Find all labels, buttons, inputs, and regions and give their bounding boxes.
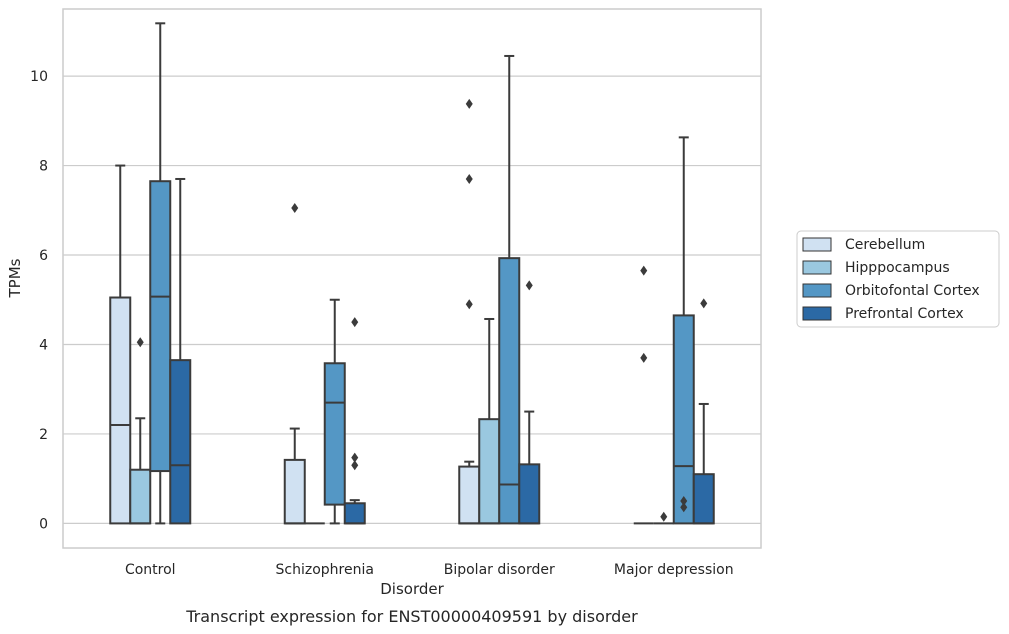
outlier-point	[680, 502, 688, 513]
box-iqr	[692, 473, 715, 525]
outlier-point	[136, 337, 144, 348]
box-iqr	[129, 468, 152, 525]
box-iqr	[458, 465, 481, 525]
legend-swatch	[802, 306, 832, 321]
legend-swatch	[802, 260, 832, 275]
legend-label: Cerebellum	[845, 237, 925, 253]
box-iqr	[498, 257, 521, 525]
legend-label: Prefrontal Cortex	[845, 306, 964, 322]
x-axis-title: Disorder	[380, 580, 444, 598]
box-iqr	[672, 314, 695, 525]
box-cerebellum	[283, 203, 306, 525]
y-tick-label: 8	[39, 159, 48, 175]
box-cerebellum	[109, 164, 132, 525]
box-prefrontal-cortex	[343, 317, 366, 525]
x-tick-label: Major depression	[614, 562, 734, 578]
box-prefrontal-cortex	[692, 298, 715, 525]
outlier-point	[465, 98, 473, 109]
x-tick-label: Bipolar disorder	[444, 562, 555, 578]
outlier-point	[465, 173, 473, 184]
box-hipppocampus	[478, 317, 501, 525]
box-iqr	[478, 418, 501, 525]
y-tick-label: 0	[39, 516, 48, 532]
legend-swatch	[802, 237, 832, 252]
legend-swatch	[802, 283, 832, 298]
box-iqr	[343, 502, 366, 525]
outlier-point	[525, 280, 533, 291]
box-iqr	[149, 180, 172, 473]
box-prefrontal-cortex	[169, 177, 192, 525]
y-tick-label: 4	[39, 337, 48, 353]
box-hipppocampus	[653, 511, 674, 525]
legend-label: Orbitofontal Cortex	[845, 283, 980, 299]
box-orbitofontal-cortex	[323, 298, 346, 525]
box-iqr	[169, 359, 192, 525]
outlier-point	[351, 317, 359, 328]
legend: Cerebellum Hipppocampus Orbitofontal Corte…	[796, 230, 1000, 328]
plot-frame	[62, 8, 762, 549]
outlier-point	[660, 511, 668, 522]
outlier-point	[680, 496, 688, 507]
box-hipppocampus	[129, 337, 152, 525]
box-iqr	[518, 463, 541, 525]
box-iqr	[109, 296, 132, 525]
plot-boxes	[109, 22, 715, 525]
y-axis-title: TPMs	[6, 258, 24, 298]
legend-label: Hipppocampus	[845, 260, 950, 276]
outlier-point	[640, 265, 648, 276]
box-cerebellum	[633, 265, 654, 525]
box-prefrontal-cortex	[518, 280, 541, 525]
box-iqr	[323, 362, 346, 506]
y-axis-ticks: 0 2 4 6 8 10	[30, 69, 48, 532]
outlier-point	[640, 352, 648, 363]
y-tick-label: 10	[30, 69, 48, 85]
box-orbitofontal-cortex	[672, 136, 695, 525]
x-tick-label: Schizophrenia	[276, 562, 374, 578]
x-axis-ticks: Control Schizophrenia Bipolar disorder Majo…	[125, 562, 734, 578]
outlier-point	[351, 452, 359, 463]
box-iqr	[283, 458, 306, 525]
outlier-point	[465, 299, 473, 310]
box-orbitofontal-cortex	[149, 22, 172, 525]
box-orbitofontal-cortex	[498, 54, 521, 525]
outlier-point	[291, 203, 299, 214]
x-tick-label: Control	[125, 562, 176, 578]
y-tick-label: 2	[39, 427, 48, 443]
y-tick-label: 6	[39, 248, 48, 264]
outlier-point	[351, 460, 359, 471]
outlier-point	[700, 298, 708, 309]
box-cerebellum	[458, 98, 481, 525]
chart-caption: Transcript expression for ENST0000040959…	[185, 607, 638, 626]
legend-box	[796, 230, 1000, 328]
